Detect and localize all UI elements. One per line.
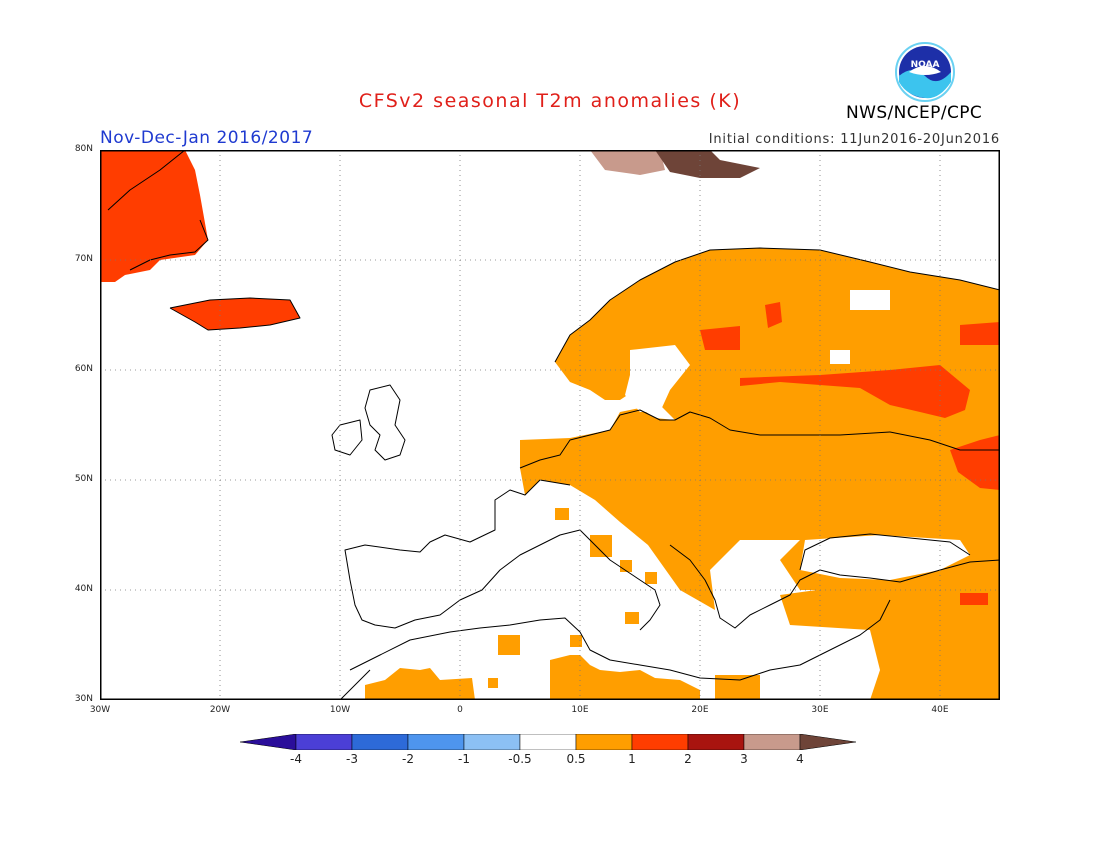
anomaly-region-greenland [100,150,208,282]
anomaly-patch-sicily [625,612,639,624]
colorbar-segment [295,734,353,750]
coastline-britain [364,384,406,461]
lon-tick-label: 20E [691,705,709,715]
colorbar-segment [575,734,633,750]
colorbar-segment [407,734,465,750]
coastline-ireland [331,419,363,456]
lon-tick-label: 30E [811,705,829,715]
coastline-north-europe [519,409,1000,469]
logo-text: NOAA [911,60,940,70]
lon-tick-label: 10W [329,705,351,715]
anomaly-region-iceland [170,298,300,330]
colorbar-segment [519,734,577,750]
colorbar-segment [240,734,297,750]
anomaly-region-urals [960,322,1000,345]
anomaly-patch-italy-3 [645,572,657,584]
anomaly-region-morocco [365,668,475,700]
lon-tick-label: 10E [571,705,589,715]
anomaly-region-karelia [765,302,782,328]
colorbar-segment [631,734,689,750]
lat-tick-label: 30N [74,694,93,704]
anomaly-patch-sahara [488,678,498,688]
colorbar-segment [351,734,409,750]
coastline-atlantic-africa [339,669,371,700]
chart-title: CFSv2 seasonal T2m anomalies (K) [358,90,742,112]
map-grid [100,150,1000,700]
lon-tick-label: 30W [89,705,111,715]
anomaly-region-volga [950,435,1000,490]
anomaly-patch-tunisia [570,635,582,647]
agency-label: NWS/NCEP/CPC [846,103,983,123]
forecast-period: Nov-Dec-Jan 2016/2017 [100,128,314,148]
lat-tick-label: 80N [74,144,93,154]
anomaly-region-west-russia [740,365,970,418]
colorbar-label: -0.5 [508,752,532,766]
anomaly-region-svalbard-core [655,150,760,178]
anomaly-region-anatolia [780,560,1000,700]
coastline-iceland [169,297,301,331]
map-frame [100,150,1000,700]
colorbar-label: 2 [684,752,692,766]
anomaly-patch-caucasus [960,593,988,605]
colorbar-segment [743,734,801,750]
anomaly-patch-algeria [498,635,520,655]
anomaly-field-1-2 [100,150,1000,605]
coastline-iberia-italy [344,479,661,631]
initial-conditions: Initial conditions: 11Jun2016-20Jun2016 [708,132,1000,147]
anomaly-region-finland [700,326,740,350]
neutral-area-black-sea [800,535,970,580]
lat-tick-label: 70N [74,254,93,264]
anomaly-patch-italy-1 [590,535,612,557]
anomaly-region-libya [550,655,700,700]
anomaly-region-svalbard [590,150,665,175]
anomaly-patch-alps [555,508,569,520]
lat-tick-label: 60N [74,364,93,374]
anomaly-region-egypt [715,675,760,700]
colorbar-label: 1 [628,752,636,766]
anomaly-map [100,150,1000,700]
anomaly-field-above-4 [655,150,760,178]
anomaly-field-3-4 [590,150,665,175]
lon-tick-label: 40E [931,705,949,715]
coastline-scandinavia-north [554,247,1000,363]
lon-tick-label: 20W [209,705,231,715]
lon-tick-label: 0 [457,705,463,715]
colorbar-label: -4 [290,752,302,766]
coastline-balkans-turkey [669,544,1000,629]
noaa-logo: NOAA [895,42,955,102]
coastline-black-sea [799,533,971,571]
colorbar-segment [687,734,745,750]
colorbar-label: 4 [796,752,804,766]
colorbar-segment [799,734,857,750]
colorbar-label: -3 [346,752,358,766]
neutral-area-russia-1 [830,350,850,364]
lat-tick-label: 40N [74,584,93,594]
lat-tick-label: 50N [74,474,93,484]
colorbar-label: -1 [458,752,470,766]
colorbar-label: 0.5 [566,752,586,766]
neutral-areas [625,290,970,580]
colorbar [240,734,857,750]
colorbar-label: 3 [740,752,748,766]
colorbar-label: -2 [402,752,414,766]
coastline-greenland [107,150,209,271]
neutral-area-baltic [625,345,690,412]
colorbar-segment [463,734,521,750]
neutral-area-kola [850,290,890,310]
